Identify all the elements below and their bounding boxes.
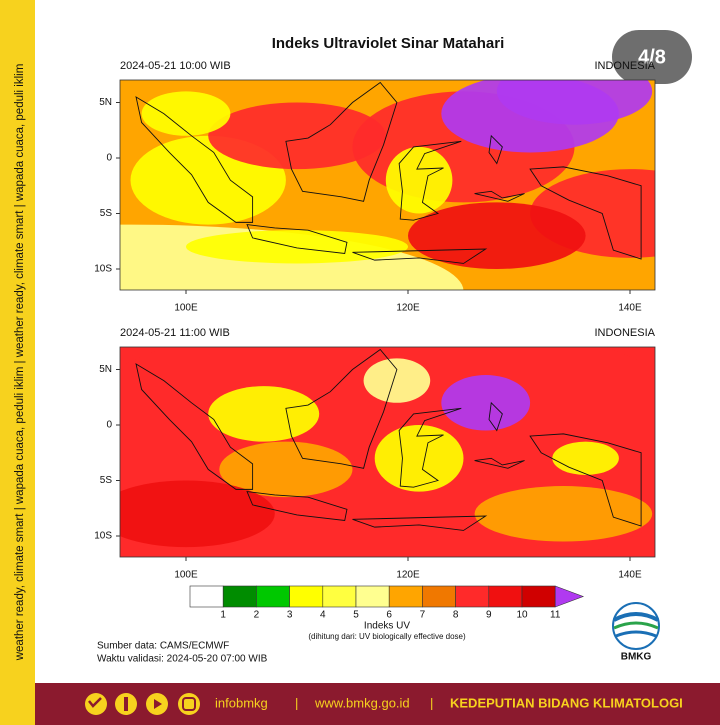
panel-time: 2024-05-21 11:00 WIB — [120, 327, 230, 339]
coastline — [352, 515, 488, 531]
lat-label: 0 — [106, 420, 112, 431]
colorbar-label: 7 — [420, 610, 426, 621]
uv-region — [120, 480, 275, 548]
title: Indeks Ultraviolet Sinar Matahari — [272, 35, 505, 52]
coastline — [398, 140, 462, 221]
colorbar-box — [322, 585, 357, 608]
colorbar-box — [289, 585, 324, 608]
uv-region — [208, 386, 320, 442]
lon-label: 120E — [396, 303, 420, 314]
colorbar-box — [488, 585, 523, 608]
uv-region — [441, 375, 531, 431]
uv-region — [496, 80, 653, 125]
coastline — [474, 190, 525, 202]
colorbar-label: 4 — [320, 610, 326, 621]
colorbar-box — [521, 585, 556, 608]
colorbar-box — [189, 585, 224, 608]
lat-label: 5S — [100, 475, 113, 486]
footer-separator: | — [430, 695, 433, 710]
lat-label: 5S — [100, 208, 113, 219]
lat-label: 0 — [106, 153, 112, 164]
map-panels: 2024-05-21 10:00 WIB INDONESIA 5N 0 5S 10S 100… — [94, 60, 656, 581]
colorbar-box — [256, 585, 290, 608]
uv-region — [141, 91, 231, 136]
map-frame — [119, 346, 656, 558]
coastline — [398, 407, 462, 488]
footer-separator: | — [295, 695, 298, 710]
coastline — [135, 96, 254, 223]
lat-label: 10S — [94, 264, 112, 275]
colorbar-box — [422, 585, 456, 608]
page-badge — [612, 30, 692, 84]
uv-region — [363, 358, 431, 403]
uv-region — [408, 202, 586, 269]
coastline — [488, 401, 503, 432]
lon-label: 140E — [618, 570, 642, 581]
page-badge-text: 4/8 — [638, 46, 666, 68]
colorbar-box — [355, 585, 390, 608]
uv-region — [186, 230, 408, 264]
colorbar-label: 8 — [453, 610, 459, 621]
uv-region — [374, 425, 464, 492]
footer-department: KEDEPUTIAN BIDANG KLIMATOLOGI — [450, 695, 683, 710]
lat-label: 10S — [94, 531, 112, 542]
data-source: Sumber data: CAMS/ECMWF — [97, 641, 229, 652]
colorbar-label: 5 — [353, 610, 359, 621]
panel-time: 2024-05-21 10:00 WIB — [120, 60, 231, 72]
validity-time: Waktu validasi: 2024-05-20 07:00 WIB — [97, 654, 268, 665]
uv-region — [385, 146, 453, 214]
lon-label: 140E — [618, 303, 642, 314]
uv-field — [120, 347, 655, 557]
social-icons — [85, 693, 200, 715]
uv-region — [474, 486, 653, 542]
colorbar-box — [388, 585, 423, 608]
colorbar-label: 3 — [287, 610, 293, 621]
coastline — [246, 491, 348, 521]
coastline — [135, 363, 254, 490]
bmkg-logo — [612, 602, 660, 650]
lon-label: 100E — [174, 303, 198, 314]
colorbar-title: Indeks UV — [364, 621, 410, 632]
colorbar-label: 2 — [254, 610, 260, 621]
lat-label: 5N — [99, 97, 112, 108]
colorbar-box — [455, 585, 490, 608]
colorbar-label: 1 — [220, 610, 226, 621]
colorbar-label: 11 — [550, 610, 561, 621]
map-panel: 2024-05-21 11:00 WIB INDONESIA 5N 0 5S 10S 100… — [94, 327, 656, 581]
panel-region: INDONESIA — [594, 327, 655, 339]
panel-region: INDONESIA — [594, 60, 655, 72]
lat-label: 5N — [99, 364, 112, 375]
colorbar-note: (dihitung dari: UV biologically effectiv… — [308, 632, 466, 641]
colorbar-label: 6 — [386, 610, 392, 621]
coastline — [529, 433, 642, 527]
logo-text: BMKG — [621, 652, 652, 663]
uv-region — [552, 441, 619, 475]
colorbar-label: 10 — [516, 610, 528, 621]
coastline — [285, 348, 398, 469]
coastline — [474, 457, 525, 469]
coastline — [352, 248, 488, 264]
colorbar: 1 2 3 4 5 6 7 8 9 10 11 — [189, 585, 585, 621]
colorbar-arrow — [554, 585, 585, 608]
coastline — [529, 166, 642, 260]
uv-field — [120, 80, 655, 290]
lon-label: 120E — [396, 570, 420, 581]
footer-website: www.bmkg.go.id — [314, 695, 410, 710]
side-banner — [0, 0, 35, 725]
coastline — [285, 81, 398, 202]
colorbar-box — [222, 585, 257, 608]
uv-region — [208, 102, 386, 170]
coastline — [488, 134, 503, 165]
footer-handle: infobmkg — [215, 695, 268, 710]
map-frame — [119, 79, 656, 291]
coastline — [246, 224, 348, 254]
colorbar-label: 9 — [486, 610, 492, 621]
side-banner-text: weather ready, climate smart | wapada cu… — [14, 64, 26, 662]
lon-label: 100E — [174, 570, 198, 581]
map-panel: 2024-05-21 10:00 WIB INDONESIA 5N 0 5S 10S 100… — [94, 60, 656, 314]
